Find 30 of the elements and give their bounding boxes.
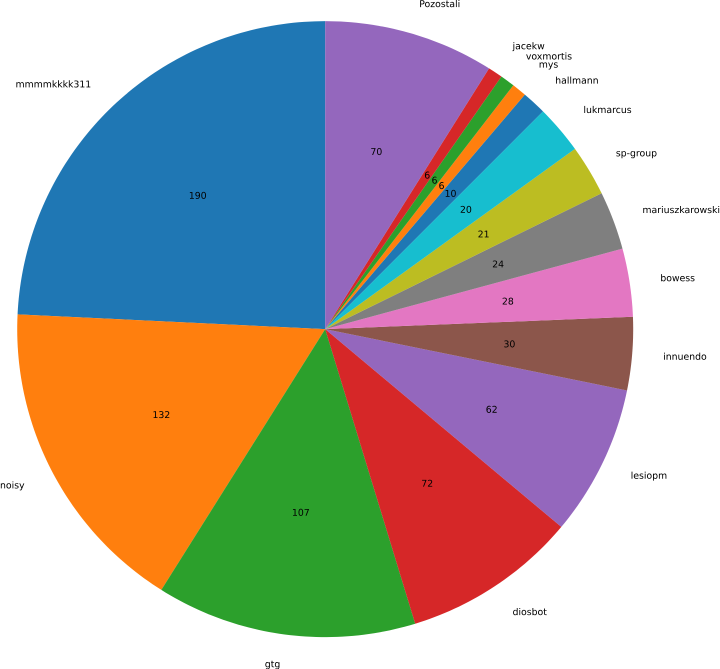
data-label: 30 (504, 340, 515, 348)
slice-label: gtg (265, 660, 280, 669)
slice-label: Pozostali (420, 0, 460, 8)
slice-label: innuendo (664, 352, 706, 360)
slice-label: lukmarcus (584, 106, 632, 114)
data-label: 28 (502, 297, 514, 305)
slice-label: mmmmkkkk311 (16, 80, 90, 88)
data-label: 6 (439, 182, 444, 190)
slice-label: sp-group (616, 150, 657, 158)
data-label: 24 (492, 260, 504, 268)
slice-label: jacekw (512, 42, 544, 52)
data-label: 10 (446, 190, 456, 197)
data-label: 107 (292, 508, 309, 516)
data-label: 6 (432, 176, 437, 184)
data-label: 6 (424, 171, 430, 179)
slice-label: mariuszkarowski (643, 206, 720, 214)
data-label: 72 (422, 480, 432, 487)
slice-label: lesiopm (632, 472, 666, 481)
data-label: 70 (371, 148, 382, 155)
data-label: 20 (460, 206, 472, 213)
data-label: 132 (153, 410, 170, 418)
data-label: 190 (190, 192, 206, 199)
slice-label: bowess (661, 274, 695, 282)
slice-label: hallmann (556, 76, 598, 84)
slice-label: noisy (0, 481, 24, 490)
data-label: 62 (486, 406, 497, 413)
slice-label: mys (540, 62, 558, 70)
slice-label: diosbot (513, 608, 547, 616)
data-label: 21 (478, 230, 489, 238)
slice-label: voxmortis (526, 52, 572, 60)
